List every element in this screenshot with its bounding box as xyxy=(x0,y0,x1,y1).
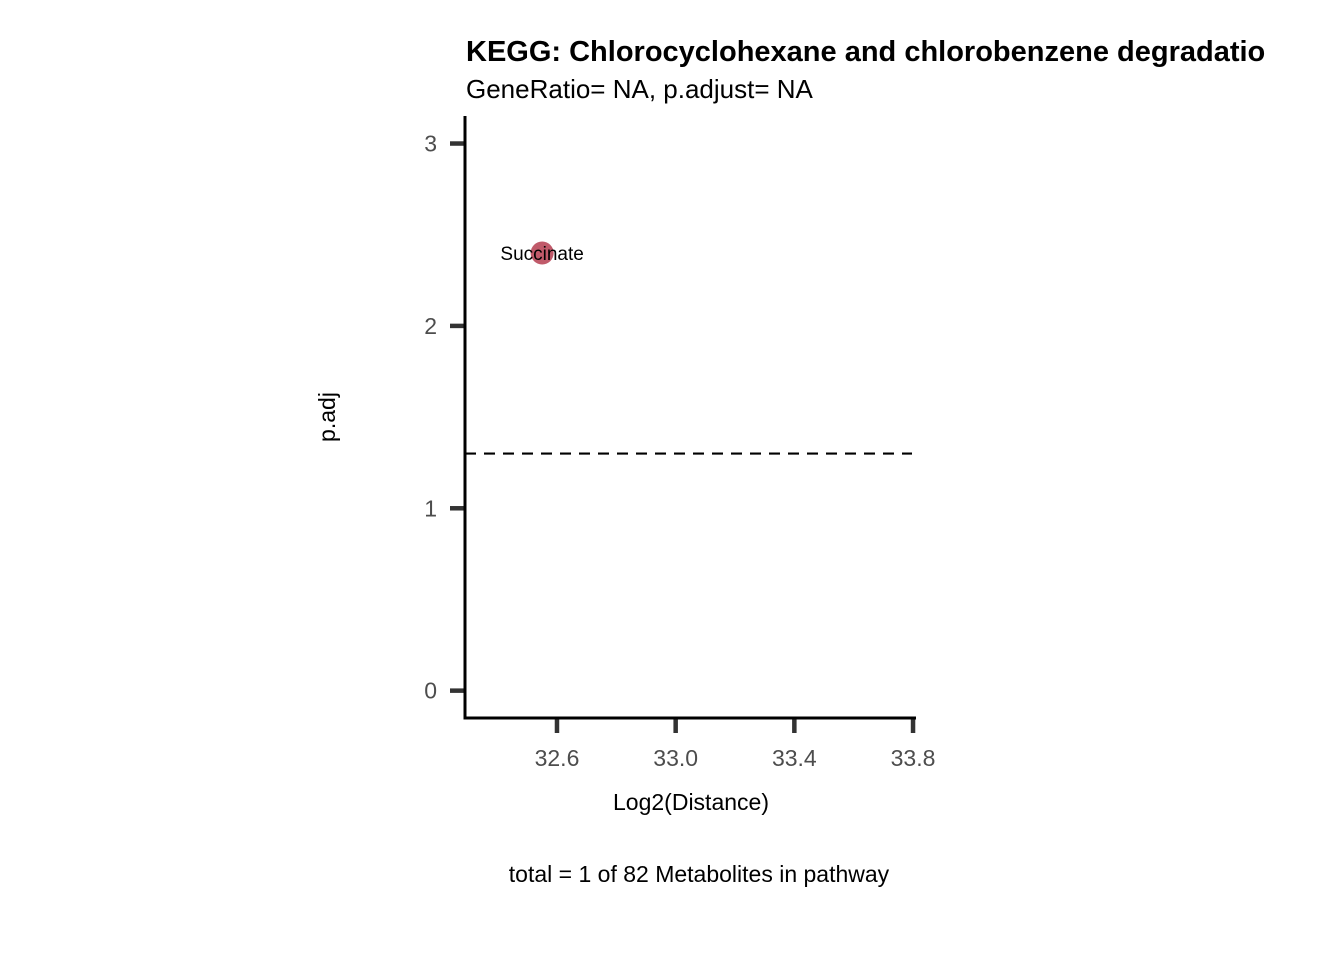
data-point xyxy=(530,241,554,265)
point-label: Succinate xyxy=(500,244,583,265)
plot-area: 0 1 2 3 32.6 33.0 33.4 33.8 Succinate xyxy=(424,116,935,771)
chart-subtitle: GeneRatio= NA, p.adjust= NA xyxy=(466,74,814,104)
chart-title: KEGG: Chlorocyclohexane and chlorobenzen… xyxy=(466,36,1265,68)
x-tick-label: 33.4 xyxy=(772,745,817,771)
y-tick-label: 0 xyxy=(424,678,437,704)
chart-caption: total = 1 of 82 Metabolites in pathway xyxy=(509,861,890,887)
x-axis-title: Log2(Distance) xyxy=(613,789,769,815)
y-tick-label: 3 xyxy=(424,131,437,157)
x-tick-label: 33.8 xyxy=(891,745,936,771)
y-tick-label: 2 xyxy=(424,313,437,339)
x-tick-label: 32.6 xyxy=(535,745,580,771)
x-tick-label: 33.0 xyxy=(653,745,698,771)
y-axis-title: p.adj xyxy=(314,392,340,442)
y-tick-label: 1 xyxy=(424,495,437,521)
